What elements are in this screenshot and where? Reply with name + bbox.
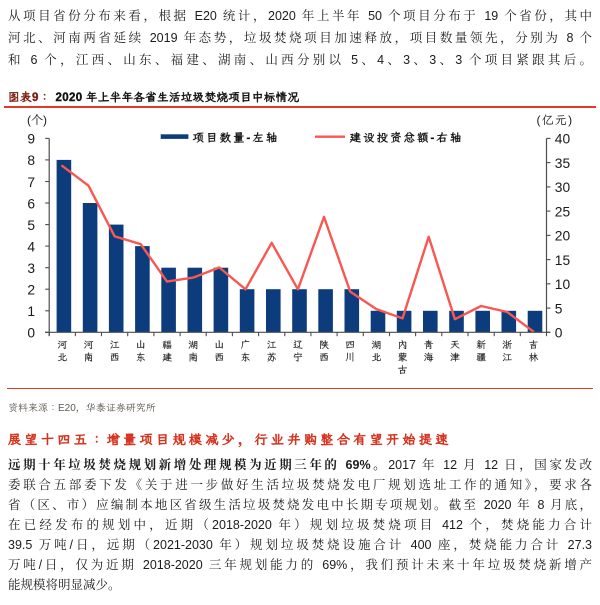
svg-text:苏: 苏 <box>267 352 277 363</box>
svg-text:9: 9 <box>27 132 35 147</box>
svg-text:西: 西 <box>319 352 329 363</box>
svg-text:东: 东 <box>136 352 146 363</box>
svg-text:1: 1 <box>27 304 35 319</box>
svg-text:湖: 湖 <box>372 340 382 351</box>
svg-text:2: 2 <box>27 283 35 298</box>
svg-text:湖: 湖 <box>188 340 198 351</box>
svg-text:建: 建 <box>162 352 172 363</box>
svg-text:辽: 辽 <box>293 340 303 351</box>
svg-text:5: 5 <box>27 218 35 233</box>
svg-text:10: 10 <box>555 277 571 292</box>
svg-text:广: 广 <box>241 340 251 351</box>
svg-text:天: 天 <box>450 340 460 351</box>
svg-text:北: 北 <box>57 352 67 363</box>
svg-text:5: 5 <box>555 301 563 316</box>
svg-text:东: 东 <box>241 352 251 363</box>
svg-text:3: 3 <box>27 261 35 276</box>
svg-text:吉: 吉 <box>529 340 539 351</box>
svg-text:江: 江 <box>267 340 277 351</box>
svg-text:福: 福 <box>162 340 172 351</box>
svg-text:(亿元): (亿元) <box>537 113 574 127</box>
svg-text:北: 北 <box>372 352 382 363</box>
svg-text:津: 津 <box>450 352 460 363</box>
svg-text:宁: 宁 <box>293 352 303 363</box>
svg-text:山: 山 <box>214 340 224 351</box>
svg-text:30: 30 <box>555 180 571 195</box>
svg-text:6: 6 <box>27 196 35 211</box>
svg-text:20: 20 <box>555 229 571 244</box>
svg-text:浙: 浙 <box>502 340 512 351</box>
svg-text:河: 河 <box>84 340 94 351</box>
svg-text:江: 江 <box>502 352 512 363</box>
svg-text:35: 35 <box>555 156 571 171</box>
svg-text:建设投资总额-右轴: 建设投资总额-右轴 <box>350 131 464 144</box>
svg-text:7: 7 <box>27 175 35 190</box>
svg-text:25: 25 <box>555 204 571 219</box>
svg-text:40: 40 <box>555 132 571 147</box>
svg-text:南: 南 <box>84 351 94 363</box>
svg-text:0: 0 <box>27 326 35 341</box>
svg-text:川: 川 <box>345 352 355 363</box>
svg-text:南: 南 <box>188 351 198 363</box>
svg-text:林: 林 <box>529 352 539 363</box>
svg-text:西: 西 <box>214 352 224 363</box>
svg-text:河: 河 <box>57 340 67 351</box>
svg-text:15: 15 <box>555 253 571 268</box>
svg-text:8: 8 <box>27 153 35 168</box>
svg-text:古: 古 <box>398 365 408 376</box>
svg-text:项目数量-左轴: 项目数量-左轴 <box>193 131 280 144</box>
svg-text:疆: 疆 <box>476 352 486 363</box>
svg-text:蒙: 蒙 <box>398 352 408 363</box>
svg-text:0: 0 <box>555 326 563 341</box>
svg-text:海: 海 <box>424 352 434 363</box>
svg-text:新: 新 <box>476 340 486 351</box>
svg-text:四: 四 <box>345 340 355 351</box>
svg-text:4: 4 <box>27 239 35 254</box>
svg-text:青: 青 <box>424 340 434 351</box>
svg-text:(个): (个) <box>27 113 47 127</box>
svg-text:西: 西 <box>110 352 120 363</box>
svg-text:陕: 陕 <box>319 340 329 351</box>
svg-text:江: 江 <box>110 340 120 351</box>
svg-text:山: 山 <box>136 340 146 351</box>
svg-text:内: 内 <box>398 340 408 351</box>
